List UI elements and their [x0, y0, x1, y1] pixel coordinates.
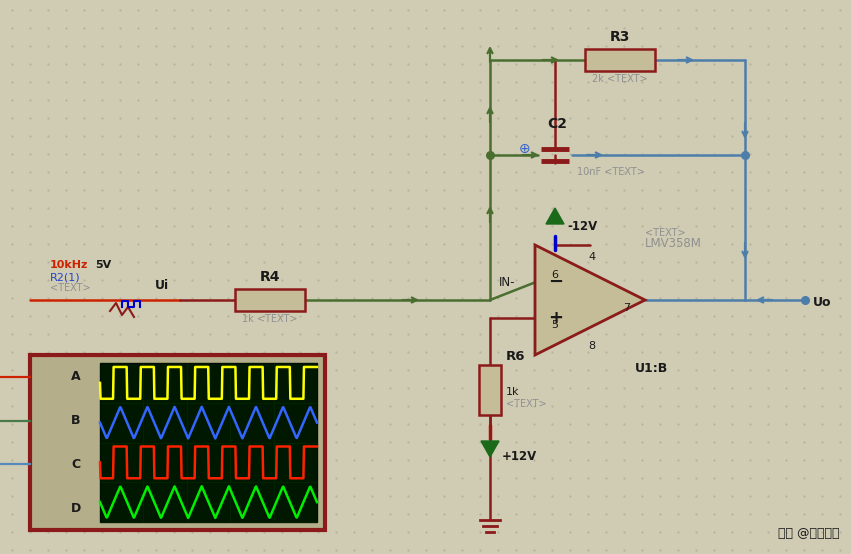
Text: 5V: 5V — [95, 260, 111, 270]
Text: U1:B: U1:B — [635, 362, 668, 375]
Text: 7: 7 — [623, 303, 630, 313]
Polygon shape — [546, 208, 564, 224]
Polygon shape — [535, 245, 645, 355]
Polygon shape — [481, 441, 499, 457]
Bar — [479, 365, 501, 415]
Bar — [30, 355, 325, 530]
Text: 4: 4 — [588, 252, 596, 261]
Text: LMV358M: LMV358M — [645, 237, 702, 250]
Text: −: − — [548, 274, 563, 291]
Text: ⊕: ⊕ — [519, 142, 531, 156]
Text: <TEXT>: <TEXT> — [50, 283, 90, 293]
Text: 5: 5 — [551, 320, 558, 330]
Text: 10nF <TEXT>: 10nF <TEXT> — [577, 167, 645, 177]
Text: IN-: IN- — [499, 276, 515, 289]
Text: 1k <TEXT>: 1k <TEXT> — [243, 314, 298, 324]
Text: 10kHz: 10kHz — [50, 260, 89, 270]
Text: -12V: -12V — [567, 219, 597, 233]
Text: D: D — [71, 501, 81, 515]
Text: C2: C2 — [547, 117, 567, 131]
Text: +12V: +12V — [502, 450, 537, 464]
Bar — [235, 289, 305, 311]
Text: 1k: 1k — [506, 387, 519, 397]
Text: B: B — [71, 414, 80, 427]
Text: R3: R3 — [610, 30, 631, 44]
Text: R4: R4 — [260, 270, 280, 284]
Text: +: + — [548, 309, 563, 327]
Text: 8: 8 — [588, 341, 596, 351]
Text: A: A — [71, 371, 80, 383]
Text: Ui: Ui — [155, 279, 169, 292]
Text: R6: R6 — [506, 350, 526, 363]
Text: <TEXT>: <TEXT> — [645, 228, 686, 238]
Text: Uo: Uo — [813, 295, 831, 309]
Text: 6: 6 — [551, 270, 558, 280]
Text: 2k <TEXT>: 2k <TEXT> — [592, 74, 648, 84]
Text: R2(1): R2(1) — [50, 272, 81, 282]
Text: C: C — [71, 458, 80, 471]
Bar — [100, 363, 317, 522]
Text: 头条 @电卤药丸: 头条 @电卤药丸 — [779, 527, 840, 540]
Bar — [585, 49, 655, 71]
Text: <TEXT>: <TEXT> — [506, 399, 546, 409]
